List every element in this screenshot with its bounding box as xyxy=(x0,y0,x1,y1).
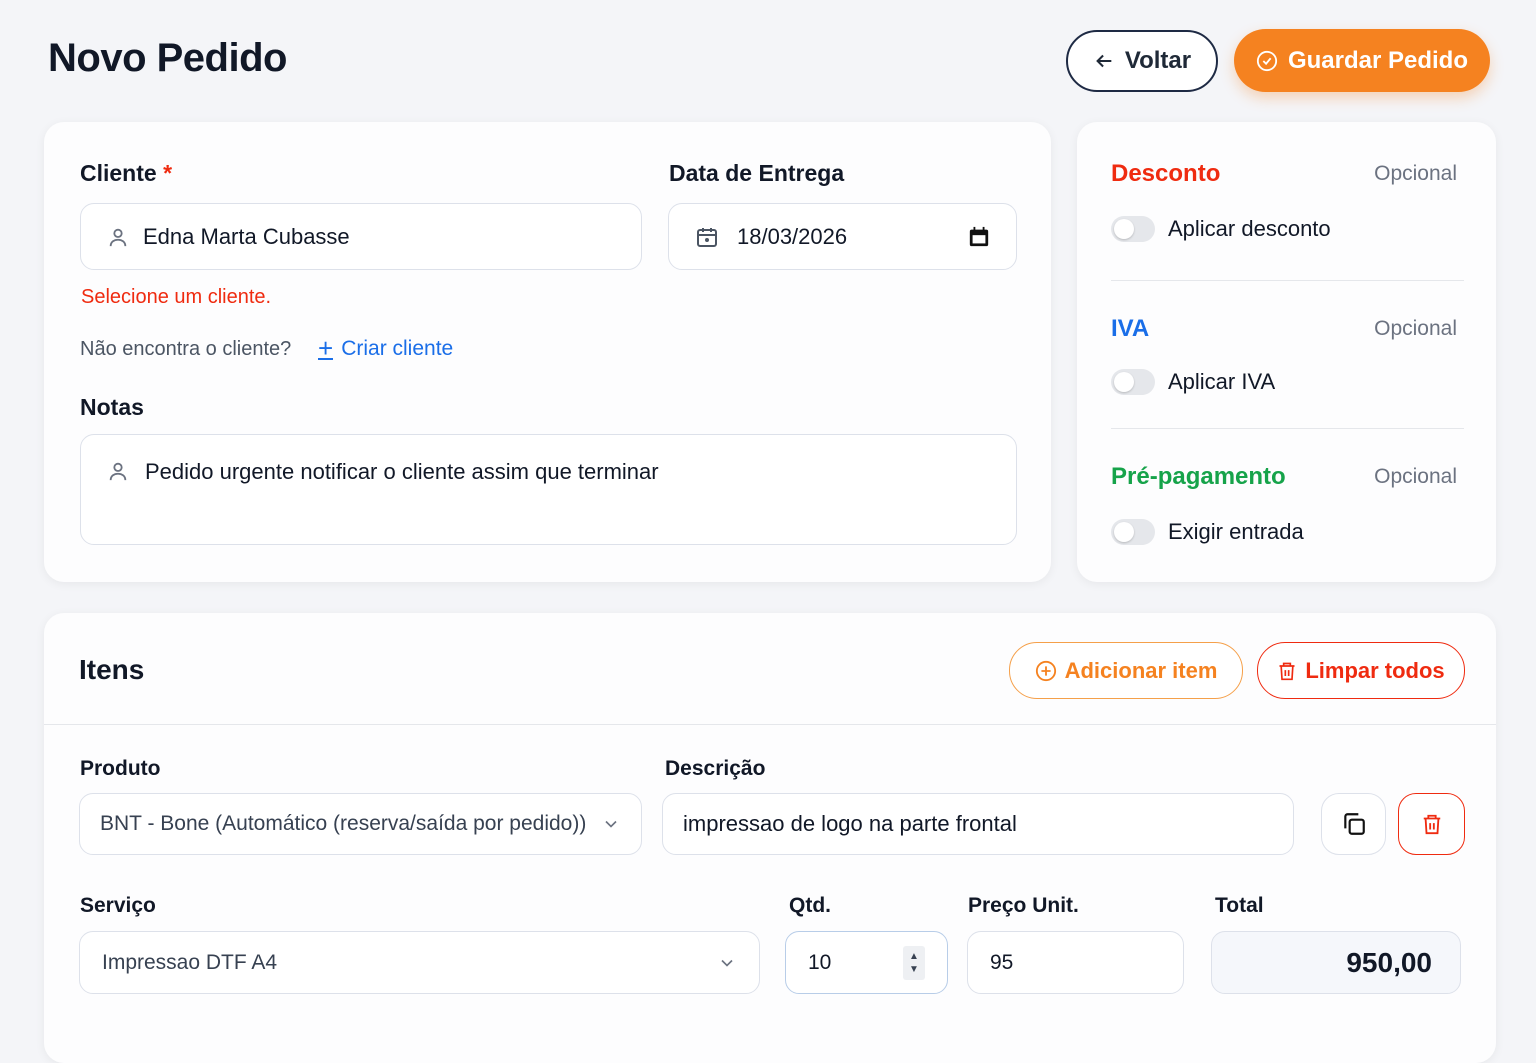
qty-value: 10 xyxy=(808,950,832,974)
options-card xyxy=(1077,122,1496,582)
client-error: Selecione um cliente. xyxy=(81,286,272,308)
total-label: Total xyxy=(1215,894,1264,917)
delivery-date-value: 18/03/2026 xyxy=(737,223,848,249)
trash-icon xyxy=(1423,814,1440,835)
save-order-button[interactable]: Guardar Pedido xyxy=(1234,29,1490,92)
chevron-down-icon xyxy=(605,820,617,828)
plus-circle-icon xyxy=(1035,660,1056,681)
clear-all-button[interactable]: Limpar todos xyxy=(1257,642,1465,699)
notes-label: Notas xyxy=(80,394,144,420)
divider xyxy=(44,724,1496,725)
product-select[interactable]: BNT - Bone (Automático (reserva/saída po… xyxy=(79,793,642,855)
prepayment-toggle[interactable] xyxy=(1111,519,1155,545)
client-not-found-text: Não encontra o cliente? xyxy=(80,338,292,360)
calendar-icon xyxy=(697,227,717,247)
prepayment-toggle-label: Exigir entrada xyxy=(1168,519,1304,544)
notes-textarea[interactable]: Pedido urgente notificar o cliente assim… xyxy=(80,434,1017,545)
client-input[interactable]: Edna Marta Cubasse xyxy=(80,203,642,270)
option-prepayment: Pré-pagamento Opcional Exigir entrada xyxy=(1111,429,1457,545)
add-item-button[interactable]: Adicionar item xyxy=(1009,642,1243,699)
qty-stepper[interactable]: ▲ ▼ xyxy=(903,945,925,980)
check-circle-icon xyxy=(1256,50,1278,71)
iva-toggle-label: Aplicar IVA xyxy=(1168,369,1276,394)
user-icon xyxy=(109,462,127,481)
service-value: Impressao DTF A4 xyxy=(102,950,278,974)
optional-badge: Opcional xyxy=(1374,465,1457,488)
product-value: BNT - Bone (Automático (reserva/saída po… xyxy=(100,812,587,835)
delete-item-button[interactable] xyxy=(1398,793,1465,855)
prepayment-title: Pré-pagamento xyxy=(1111,463,1286,490)
option-iva: IVA Opcional Aplicar IVA xyxy=(1111,281,1457,428)
service-label: Serviço xyxy=(80,894,156,917)
arrow-left-icon xyxy=(1096,54,1112,68)
notes-value: Pedido urgente notificar o cliente assim… xyxy=(145,459,659,484)
chevron-down-icon xyxy=(721,959,733,967)
decrement-icon[interactable]: ▼ xyxy=(909,963,919,975)
save-label: Guardar Pedido xyxy=(1287,46,1469,74)
back-button[interactable]: Voltar xyxy=(1066,30,1218,92)
items-title: Itens xyxy=(79,654,145,685)
plus-icon: + xyxy=(318,333,334,363)
page-title: Novo Pedido xyxy=(48,36,287,80)
divider xyxy=(1111,428,1464,429)
qty-label: Qtd. xyxy=(789,894,831,917)
user-icon xyxy=(109,228,127,246)
discount-toggle-label: Aplicar desconto xyxy=(1168,216,1331,241)
client-label: Cliente * xyxy=(80,160,173,186)
option-discount: Desconto Opcional Aplicar desconto xyxy=(1111,160,1457,280)
copy-icon xyxy=(1343,813,1365,835)
description-label: Descrição xyxy=(665,757,766,780)
required-mark: * xyxy=(163,160,173,186)
increment-icon[interactable]: ▲ xyxy=(909,950,919,962)
options-list: Desconto Opcional Aplicar desconto IVA Opc… xyxy=(1111,160,1464,545)
add-item-label: Adicionar item xyxy=(1064,657,1218,683)
optional-badge: Opcional xyxy=(1374,162,1457,185)
optional-badge: Opcional xyxy=(1374,317,1457,340)
description-input[interactable]: impressao de logo na parte frontal xyxy=(662,793,1294,855)
total-value: 950,00 xyxy=(1346,946,1432,978)
description-value: impressao de logo na parte frontal xyxy=(683,811,1017,836)
create-client-link[interactable]: + Criar cliente xyxy=(318,333,454,363)
total-display: 950,00 xyxy=(1211,931,1461,994)
trash-icon xyxy=(1279,662,1295,680)
qty-input[interactable]: 10 ▲ ▼ xyxy=(785,931,948,994)
duplicate-item-button[interactable] xyxy=(1321,793,1386,855)
service-select[interactable]: Impressao DTF A4 xyxy=(79,931,760,994)
delivery-date-label: Data de Entrega xyxy=(669,160,845,186)
iva-toggle[interactable] xyxy=(1111,369,1155,395)
client-value: Edna Marta Cubasse xyxy=(143,223,350,249)
clear-all-label: Limpar todos xyxy=(1305,657,1445,683)
iva-title: IVA xyxy=(1111,315,1150,342)
price-label: Preço Unit. xyxy=(968,894,1079,917)
divider xyxy=(1111,280,1464,281)
back-label: Voltar xyxy=(1124,47,1192,74)
discount-toggle[interactable] xyxy=(1111,216,1155,242)
product-label: Produto xyxy=(80,757,161,780)
create-client-label: Criar cliente xyxy=(341,337,454,360)
price-value: 95 xyxy=(990,950,1014,974)
delivery-date-input[interactable]: 18/03/2026 xyxy=(668,203,1017,270)
discount-title: Desconto xyxy=(1111,160,1221,187)
calendar-picker-icon[interactable] xyxy=(968,226,990,248)
price-input[interactable]: 95 xyxy=(967,931,1184,994)
